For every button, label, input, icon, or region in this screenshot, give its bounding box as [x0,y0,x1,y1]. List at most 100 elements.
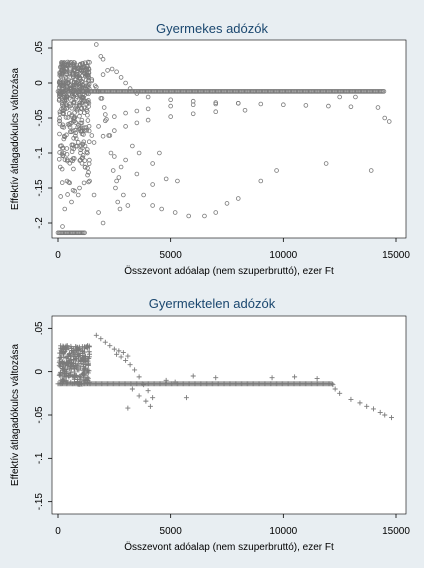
data-point [103,112,108,117]
data-point [213,100,219,105]
data-point [145,106,151,112]
data-point [63,115,69,120]
data-point [82,230,87,236]
data-point [74,72,80,77]
chart-title: Gyermektelen adózók [148,296,276,311]
data-point [175,178,180,184]
x-tick-label: 15000 [382,250,410,261]
data-point [80,372,86,378]
x-tick-label: 5000 [160,526,183,537]
data-point [67,161,73,166]
y-tick-label: .05 [34,41,45,55]
data-point [61,125,67,130]
data-point [100,220,106,226]
data-point [86,343,92,349]
y-tick-label: -.05 [34,406,45,424]
data-point [125,405,131,411]
data-point [368,168,374,173]
data-point [114,351,120,357]
data-point [60,81,66,87]
data-point [63,366,69,372]
data-point [62,362,68,368]
data-point [81,95,86,101]
data-point [381,89,387,94]
data-point [94,84,99,90]
data-point [72,77,78,82]
data-point [82,125,87,130]
data-point [60,366,66,372]
data-point [82,158,88,163]
data-point [71,68,77,73]
data-point [83,365,89,371]
data-point [377,409,383,415]
data-point [78,358,84,364]
data-point [67,357,73,363]
data-point [357,400,363,406]
data-point [75,367,81,373]
data-point [105,68,110,73]
data-point [63,78,69,84]
data-point [77,158,83,163]
data-point [112,114,117,119]
data-point [134,120,140,126]
data-point [57,73,63,78]
data-point [85,99,91,105]
data-point [77,100,83,106]
data-point [60,98,65,103]
data-point [60,122,66,128]
data-point [157,150,162,156]
data-point [75,66,81,72]
data-point [118,164,124,170]
data-point [329,381,335,387]
data-point [77,185,82,191]
data-point [150,161,155,166]
data-point [150,395,156,401]
data-point [116,348,122,354]
data-point [172,210,178,215]
data-point [150,203,155,208]
data-point [134,91,140,96]
data-point [127,362,133,368]
data-point [123,357,129,363]
data-point [141,192,146,198]
data-point [330,382,336,388]
data-point [89,77,95,82]
data-point [78,375,84,381]
data-point [68,369,74,375]
data-point [116,175,122,180]
data-point [82,60,88,66]
y-tick-label: -.1 [34,452,45,464]
data-point [59,151,65,157]
data-point [100,56,106,62]
data-point [85,362,91,368]
data-point [163,176,169,182]
scatter-series [55,332,394,421]
data-point [69,142,75,148]
data-point [94,42,99,47]
data-point [123,80,128,86]
data-point [80,61,86,66]
data-point [89,78,95,84]
data-point [143,398,149,404]
y-tick-label: 0 [34,368,45,374]
data-point [57,115,62,121]
x-tick-label: 5000 [160,250,183,261]
data-point [337,390,343,396]
data-point [112,128,117,133]
data-point [202,213,207,219]
data-point [60,224,65,229]
data-point [79,105,85,111]
data-point [67,83,73,88]
data-point [86,100,92,106]
data-point [86,124,92,129]
data-point [96,124,101,129]
data-point [84,128,90,133]
data-point [281,102,286,107]
data-point [71,94,77,99]
data-point [57,131,62,137]
data-point [86,179,91,185]
data-point [190,111,196,117]
data-point [77,75,83,81]
data-point [121,192,126,198]
data-point [159,206,164,212]
